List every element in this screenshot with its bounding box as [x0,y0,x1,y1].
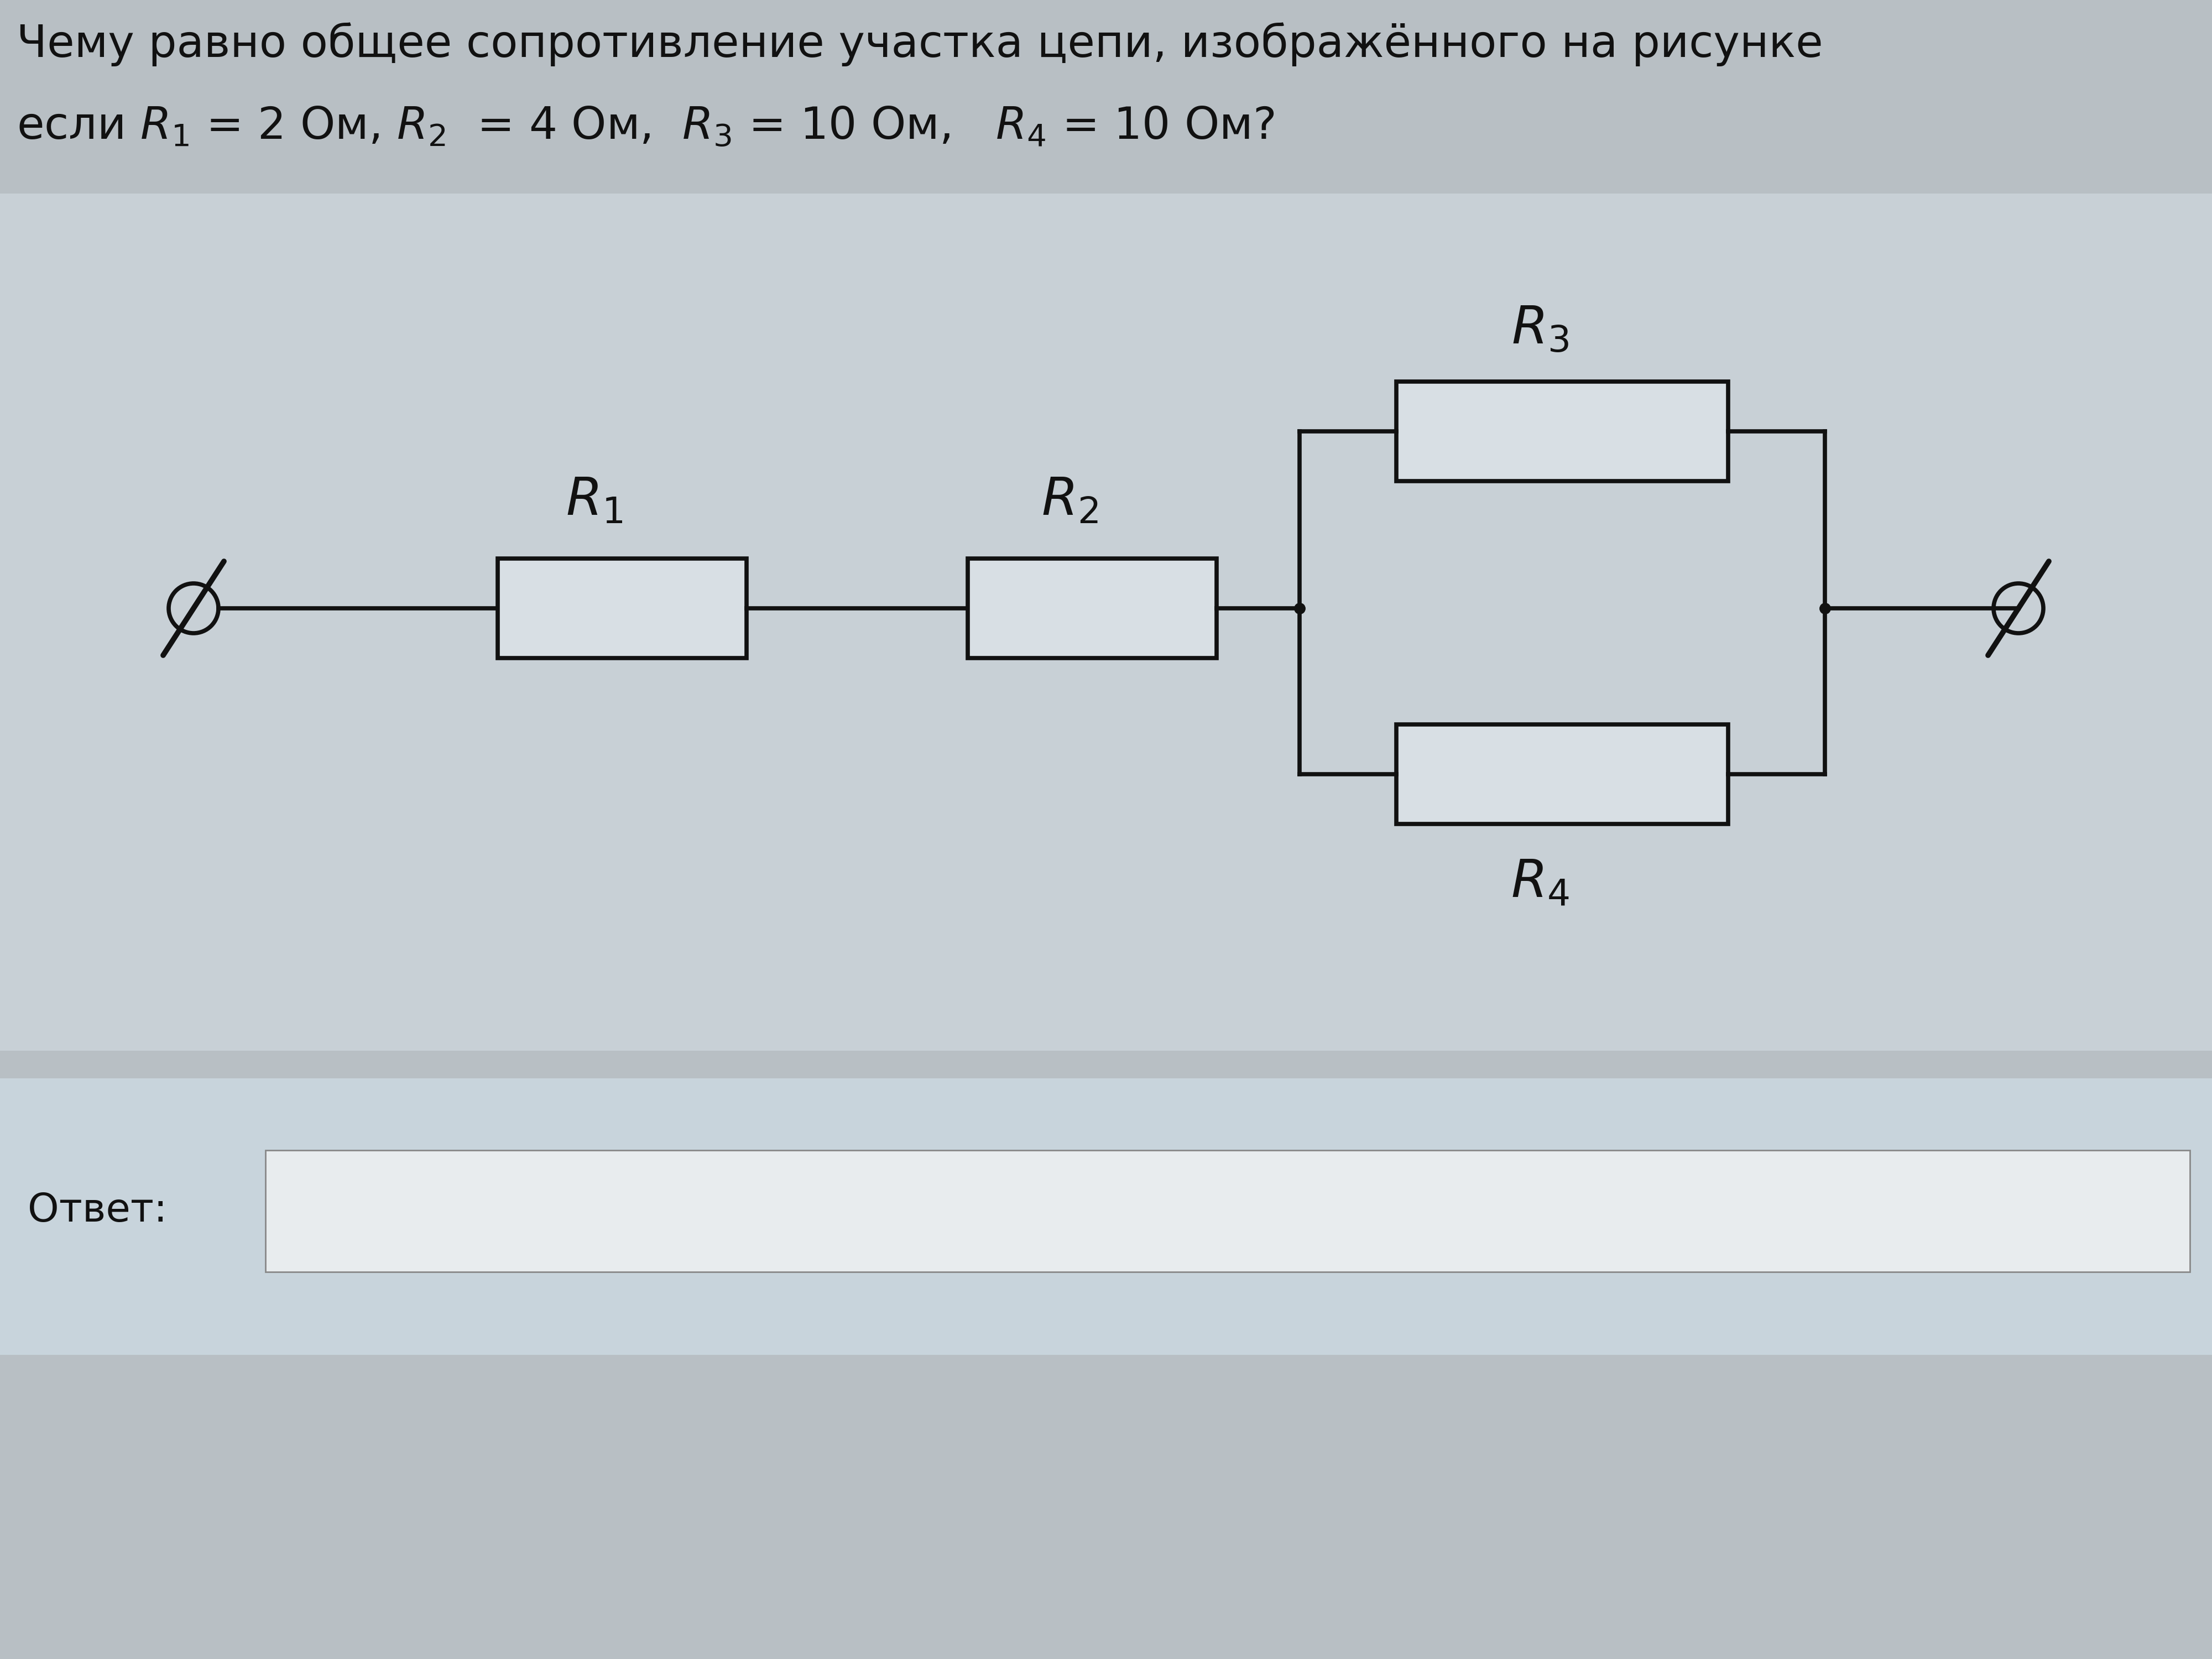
Text: $R_4$: $R_4$ [1511,858,1571,907]
Bar [0,1078,2212,1355]
Text: $R_2$: $R_2$ [1042,474,1099,526]
Bar [498,559,748,659]
Bar [265,1150,2190,1272]
Text: если $R_1$ = 2 Ом, $R_2$  = 4 Ом,  $R_3$ = 10 Ом,   $R_4$ = 10 Ом?: если $R_1$ = 2 Ом, $R_2$ = 4 Ом, $R_3$ =… [18,105,1274,149]
Bar [969,559,1217,659]
Bar [0,194,2212,1050]
Bar [1396,725,1728,825]
Text: Чему равно общее сопротивление участка цепи, изображённого на рисунке: Чему равно общее сопротивление участка ц… [18,22,1823,66]
Text: $R_1$: $R_1$ [566,474,624,526]
Text: $R_3$: $R_3$ [1511,304,1568,353]
Bar [1396,382,1728,481]
Text: Ответ:: Ответ: [27,1191,168,1231]
